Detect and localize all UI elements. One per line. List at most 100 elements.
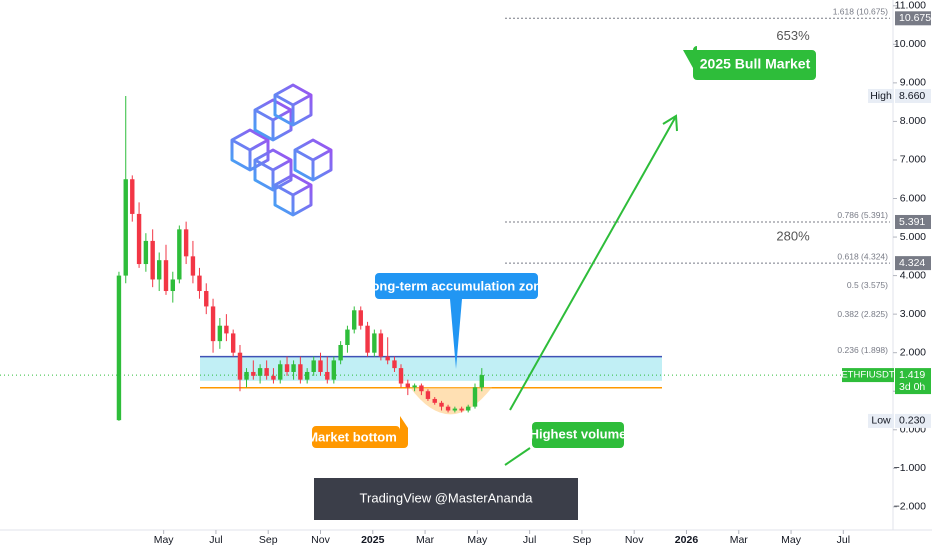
- candle-body: [452, 408, 458, 411]
- candle-body: [224, 325, 229, 334]
- y-tick-label: 3.000: [900, 308, 926, 320]
- candle-body: [264, 368, 269, 376]
- candle-body: [257, 368, 263, 376]
- y-tick-label: 8.000: [900, 115, 926, 127]
- candle-body: [123, 179, 128, 276]
- logo: [230, 83, 333, 217]
- price-tag-label: 8.660: [899, 90, 925, 102]
- candle-body: [472, 387, 478, 407]
- candle-body: [136, 213, 142, 265]
- percent-label: 653%: [776, 28, 810, 43]
- price-tag: [895, 11, 931, 26]
- last-price-tag: [895, 368, 931, 395]
- price-tag: [895, 214, 931, 229]
- candle-body: [325, 371, 330, 380]
- y-tick-label: 2.000: [900, 346, 926, 358]
- fib-label: 0.618 (4.324): [837, 251, 888, 261]
- candle-body: [251, 371, 256, 376]
- x-tick-label: 2026: [675, 534, 699, 546]
- x-tick-label: May: [467, 534, 488, 546]
- countdown: 3d 0h: [899, 381, 925, 393]
- volume-callout: [532, 422, 624, 448]
- x-tick-label: 2025: [361, 534, 385, 546]
- candle-body: [479, 375, 484, 388]
- candle-body: [378, 333, 384, 357]
- x-tick-label: Jul: [523, 534, 536, 546]
- bottom-callout-text: Market bottom: [307, 429, 397, 444]
- price-tag: [895, 88, 931, 103]
- x-tick-label: Nov: [311, 534, 330, 546]
- candle-body: [183, 229, 189, 257]
- fib-label: 1.618 (10.675): [833, 7, 888, 17]
- candle-body: [157, 260, 162, 280]
- tag-name-box: [868, 413, 894, 428]
- candle-body: [197, 275, 202, 292]
- candle-body: [459, 408, 464, 411]
- bull-callout: [683, 46, 816, 80]
- candle-body: [291, 364, 296, 372]
- accumulation-zone: [200, 356, 662, 381]
- watermark-box: [314, 478, 578, 520]
- candle-body: [432, 398, 437, 403]
- price-tag: [895, 413, 931, 428]
- candle-body: [150, 240, 155, 280]
- candle-body: [465, 406, 471, 411]
- x-tick-label: May: [154, 534, 175, 546]
- candle-body: [445, 406, 451, 411]
- candle-body: [365, 325, 370, 353]
- last-price-label: 1.419: [899, 369, 925, 381]
- candle-body: [352, 310, 357, 330]
- price-tag-label: 0.230: [899, 415, 925, 427]
- candle-body: [230, 333, 236, 353]
- candle-body: [331, 360, 337, 380]
- percent-label: 280%: [776, 228, 810, 243]
- y-tick-label: 11.000: [895, 0, 926, 12]
- tag-name: High: [870, 90, 892, 102]
- candle-body: [163, 260, 169, 292]
- candle-body: [217, 325, 223, 342]
- tag-name-box: [868, 88, 894, 103]
- candle-body: [338, 344, 343, 361]
- candle-body: [372, 333, 377, 353]
- y-tick-label: 7.000: [900, 154, 926, 166]
- candle-body: [311, 360, 316, 372]
- bull-callout-text: 2025 Bull Market: [700, 56, 811, 72]
- candle-body: [398, 368, 404, 384]
- bottom-arc: [410, 387, 492, 415]
- candle-body: [358, 310, 363, 326]
- candle-body: [425, 391, 431, 399]
- zone-callout-text: Long-term accumulation zone: [364, 278, 549, 293]
- bull-arrow: [504, 114, 678, 466]
- candle-body: [439, 402, 444, 407]
- y-tick-label: 6.000: [900, 192, 926, 204]
- y-tick-label: 4.000: [900, 269, 926, 281]
- candle-body: [190, 256, 196, 276]
- candle-body: [237, 352, 243, 380]
- price-tag: [895, 256, 931, 271]
- fib-label: 0.236 (1.898): [837, 345, 888, 355]
- x-tick-label: Sep: [573, 534, 592, 546]
- y-tick-label: 5.000: [900, 231, 926, 243]
- fib-label: 0.5 (3.575): [847, 280, 888, 290]
- candle-body: [143, 240, 149, 265]
- candle-body: [298, 364, 303, 380]
- candle-body: [385, 356, 390, 361]
- candle-body: [419, 385, 424, 392]
- candle-body: [278, 364, 283, 380]
- symbol-box: [842, 368, 894, 383]
- watermark: TradingView @MasterAnanda: [360, 490, 534, 505]
- candle-body: [271, 375, 276, 380]
- price-tag-label: 4.324: [899, 257, 925, 269]
- x-tick-label: May: [781, 534, 802, 546]
- x-tick-label: Nov: [625, 534, 644, 546]
- fib-label: 0.786 (5.391): [837, 210, 888, 220]
- x-tick-label: Mar: [416, 534, 435, 546]
- candle-body: [345, 329, 350, 345]
- candle-body: [412, 385, 417, 388]
- price-tag-label: 10.675: [899, 12, 931, 24]
- candle-body: [116, 275, 122, 421]
- zone-callout: [375, 273, 538, 369]
- volume-callout-text: Highest volume: [530, 426, 627, 441]
- y-tick-label: −2.000: [894, 501, 927, 513]
